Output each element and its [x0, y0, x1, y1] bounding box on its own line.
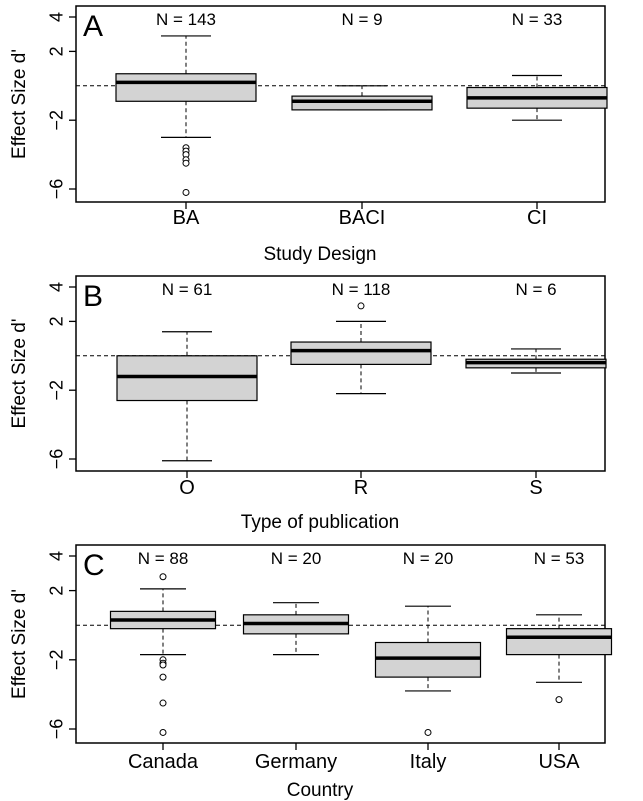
n-label: N = 9	[341, 10, 382, 29]
box-italy: N = 20 Italy	[374, 549, 482, 773]
y-axis-label: Effect Size d'	[9, 49, 30, 159]
y-tick-label: 4	[46, 282, 66, 292]
n-label: N = 6	[515, 280, 556, 299]
y-tick-label: −6	[46, 449, 66, 470]
x-tick-label: USA	[538, 751, 580, 773]
y-tick-label: −6	[46, 179, 66, 200]
x-tick-label: R	[354, 477, 368, 499]
y-tick-label: 4	[46, 12, 66, 22]
outlier-point	[555, 696, 563, 704]
n-label: N = 118	[332, 280, 391, 299]
box-germany: N = 20 Germany	[242, 549, 350, 773]
y-tick-label: −6	[46, 719, 66, 740]
box-canada: N = 88 Canada	[109, 549, 217, 773]
outlier-point	[424, 728, 432, 736]
box-s: N = 6 S	[465, 280, 607, 499]
n-label: N = 88	[138, 549, 189, 568]
x-axis-label: Study Design	[263, 244, 376, 265]
n-label: N = 33	[512, 10, 563, 29]
x-tick-label: BACI	[339, 207, 386, 229]
n-label: N = 61	[162, 280, 213, 299]
box-iqr	[115, 73, 257, 102]
x-tick-label: Canada	[128, 751, 199, 773]
y-tick-label: 2	[46, 316, 66, 326]
box-usa: N = 53 USA	[505, 549, 613, 773]
outlier-point	[159, 661, 167, 669]
outlier-point	[182, 188, 190, 196]
x-tick-label: Germany	[255, 751, 337, 773]
box-ba: N = 143 BA	[115, 10, 257, 229]
box-iqr	[505, 628, 613, 656]
outlier-point	[159, 573, 167, 581]
x-tick-label: Italy	[410, 751, 447, 773]
panel-C: C 4 2 −2 −6 Effect Size d' N = 88 Canada N = 20 G…	[9, 544, 613, 801]
y-tick-label: 4	[46, 551, 66, 561]
y-axis-label: Effect Size d'	[9, 319, 30, 429]
y-tick-label: −2	[46, 380, 66, 401]
x-tick-label: CI	[527, 207, 547, 229]
x-axis-label: Country	[287, 780, 354, 801]
outlier-point	[159, 673, 167, 681]
y-tick-label: 2	[46, 46, 66, 56]
n-label: N = 20	[271, 549, 322, 568]
box-iqr	[290, 341, 432, 366]
x-tick-label: O	[179, 477, 195, 499]
y-tick-label: −2	[46, 650, 66, 671]
outlier-point	[159, 699, 167, 707]
plot-frame	[75, 275, 606, 472]
x-axis-label: Type of publication	[241, 512, 399, 533]
x-tick-label: BA	[173, 207, 200, 229]
y-tick-label: 2	[46, 586, 66, 596]
box-baci: N = 9 BACI	[291, 10, 433, 229]
n-label: N = 53	[534, 549, 585, 568]
panel-letter: B	[83, 280, 103, 313]
y-tick-label: −2	[46, 110, 66, 131]
x-tick-label: S	[529, 477, 542, 499]
outlier-point	[182, 159, 190, 167]
box-ci: N = 33 CI	[466, 10, 608, 229]
box-r: N = 118 R	[290, 280, 432, 499]
outlier-point	[357, 302, 365, 310]
panel-letter: C	[83, 549, 105, 582]
y-axis-label: Effect Size d'	[9, 589, 30, 699]
n-label: N = 20	[403, 549, 454, 568]
panel-letter: A	[83, 10, 103, 43]
n-label: N = 143	[156, 10, 216, 29]
outlier-point	[159, 728, 167, 736]
box-o: N = 61 O	[116, 280, 258, 499]
